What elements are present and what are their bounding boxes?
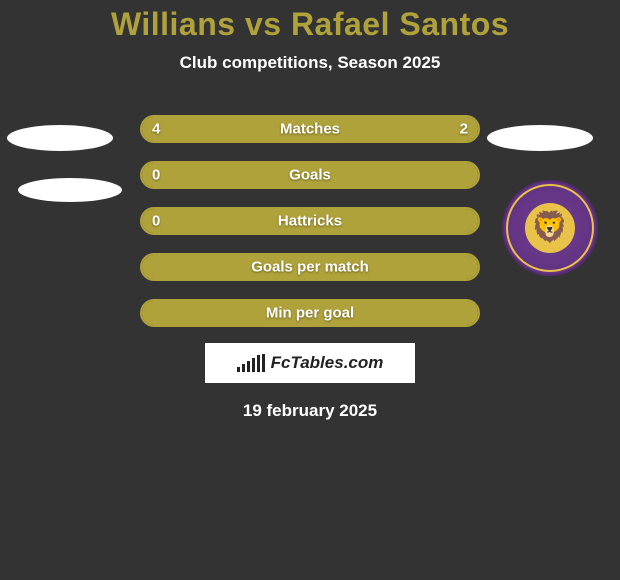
value-left: 0 — [152, 167, 160, 184]
comparison-row: Matches4 2 — [140, 115, 480, 143]
player-left-avatar-placeholder-2 — [18, 178, 122, 202]
brand-bar — [257, 355, 260, 372]
club-crest-orlando-city: 🦁 — [502, 180, 598, 276]
date-label: 19 february 2025 — [243, 401, 377, 421]
brand-bar — [252, 358, 255, 372]
comparison-row: Hattricks0 — [140, 207, 480, 235]
brand-text: FcTables.com — [271, 353, 384, 373]
brand-bar — [242, 364, 245, 372]
row-label: Goals — [142, 167, 478, 184]
page-title: Willians vs Rafael Santos — [111, 6, 509, 43]
comparison-row: Goals0 — [140, 161, 480, 189]
subtitle: Club competitions, Season 2025 — [180, 53, 441, 73]
row-label: Hattricks — [142, 213, 478, 230]
value-right: 2 — [460, 121, 468, 138]
player-right-avatar-placeholder — [487, 125, 593, 151]
row-label: Goals per match — [142, 259, 478, 276]
brand-bars-icon — [237, 354, 265, 372]
brand-box: FcTables.com — [205, 343, 415, 383]
comparison-row: Goals per match — [140, 253, 480, 281]
row-label: Matches — [142, 121, 478, 138]
brand-bar — [247, 361, 250, 372]
lion-glyph: 🦁 — [531, 213, 568, 243]
lion-icon: 🦁 — [525, 203, 575, 253]
brand-bar — [237, 367, 240, 372]
value-left: 0 — [152, 213, 160, 230]
brand-bar — [262, 354, 265, 372]
row-label: Min per goal — [142, 305, 478, 322]
value-left: 4 — [152, 121, 160, 138]
player-left-avatar-placeholder — [7, 125, 113, 151]
comparison-card: Willians vs Rafael Santos Club competiti… — [0, 0, 620, 580]
comparison-row: Min per goal — [140, 299, 480, 327]
